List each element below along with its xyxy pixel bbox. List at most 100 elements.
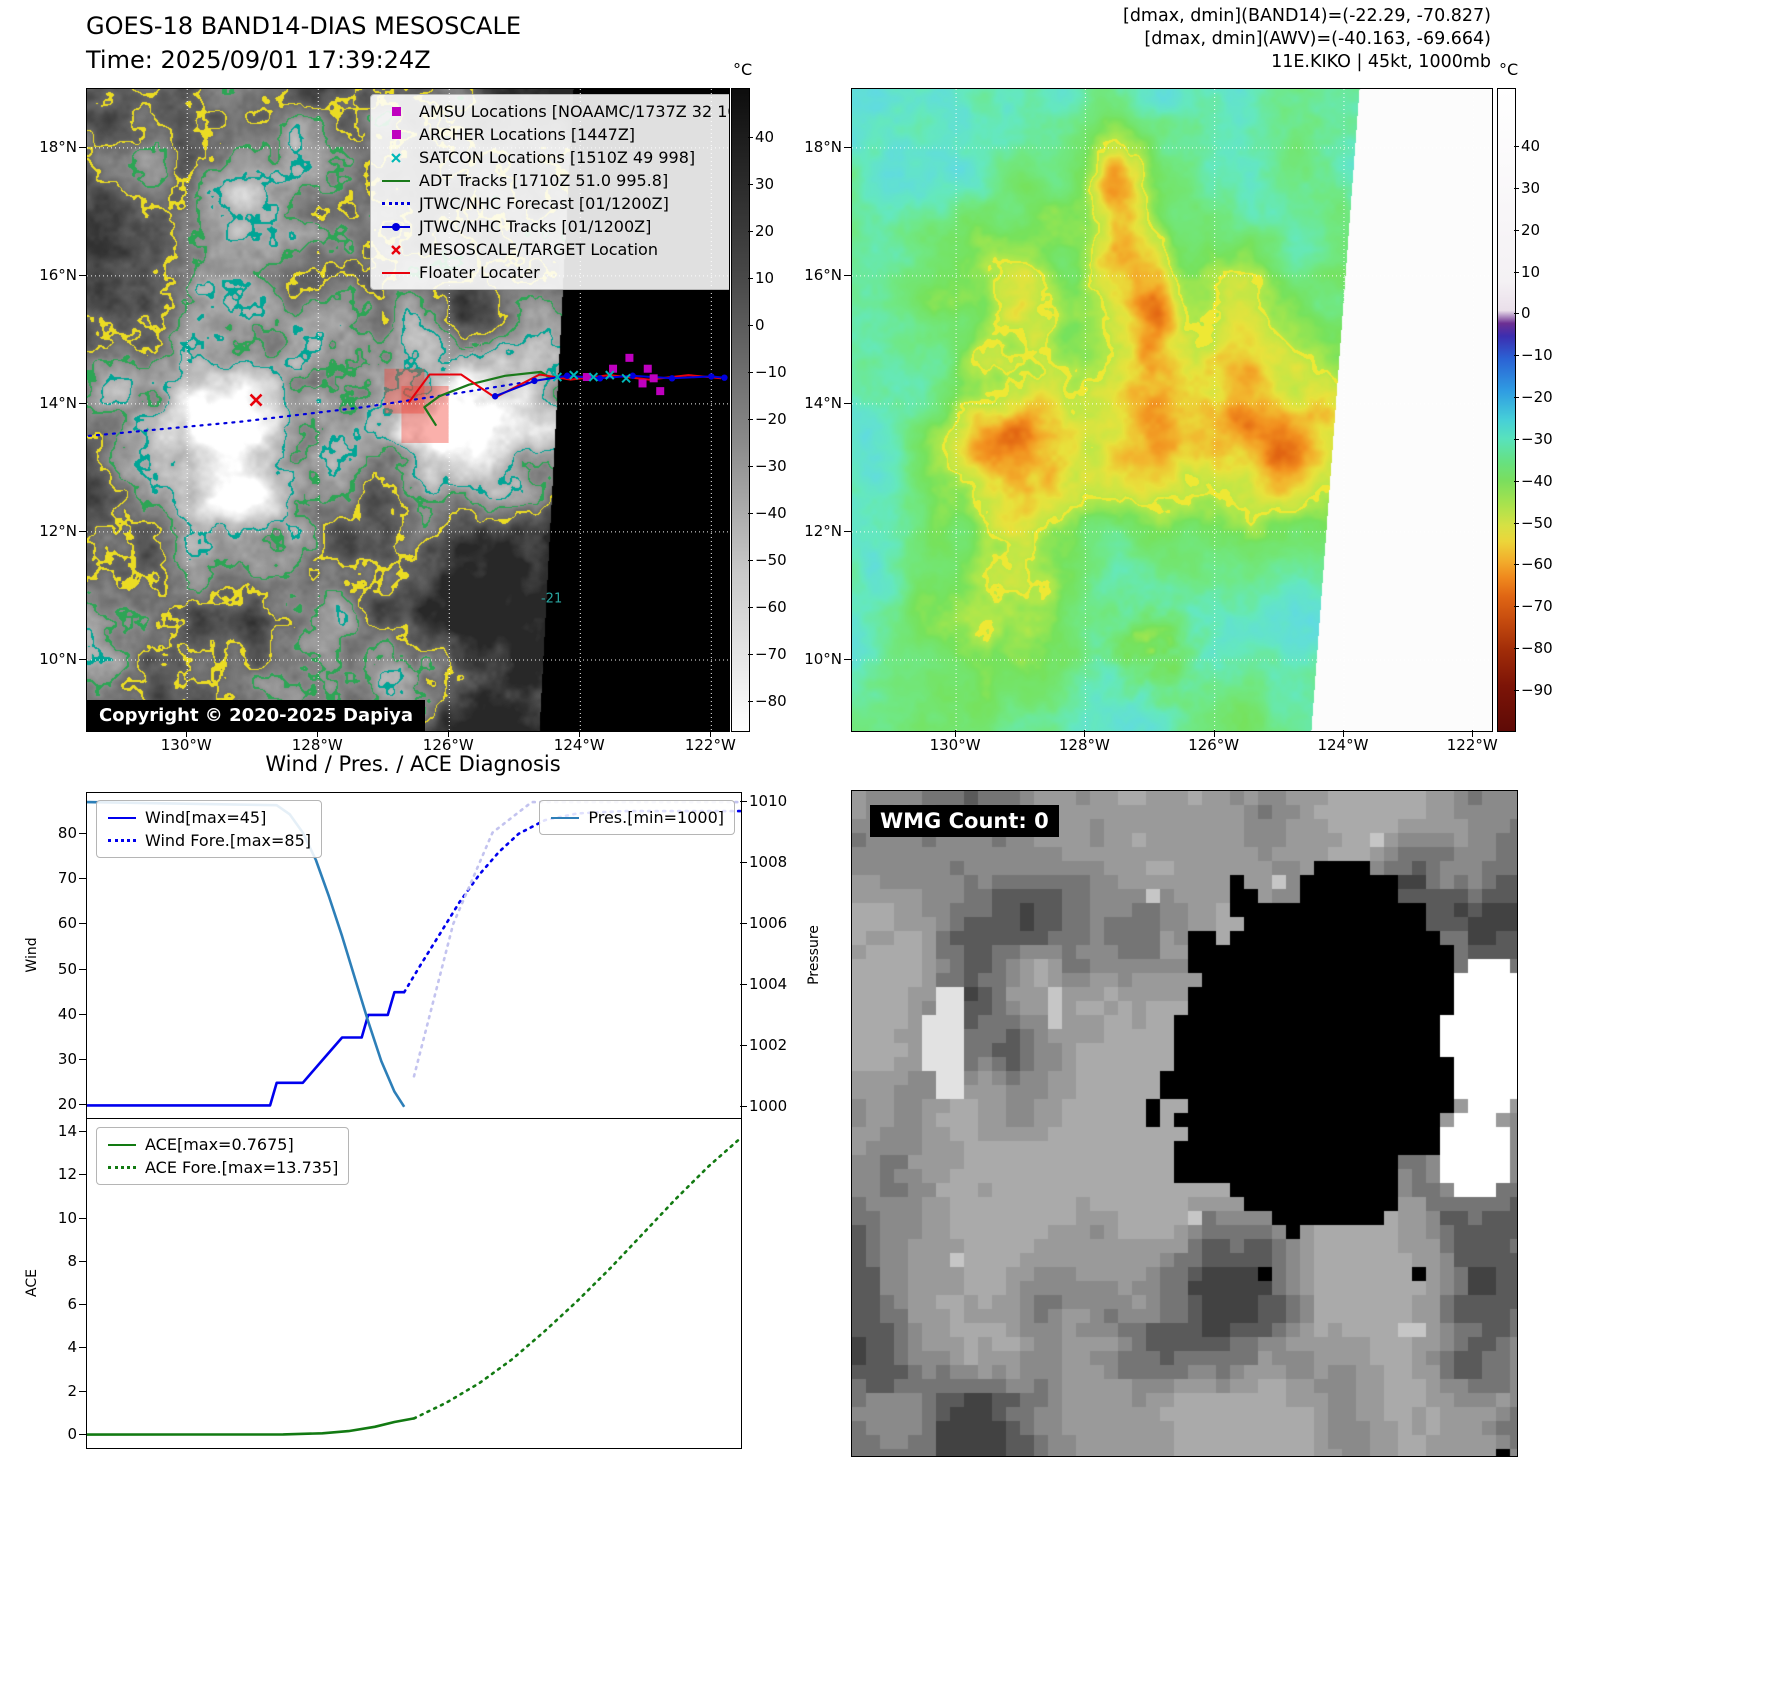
- tick-mark: [79, 1304, 86, 1306]
- y-tick-label: 6: [67, 1294, 77, 1313]
- lon-tick-label: 128°W: [291, 736, 343, 754]
- tick-mark: [79, 1104, 86, 1106]
- tick-mark: [748, 418, 753, 420]
- colorbar-tick-label: 0: [755, 315, 765, 334]
- colorbar-tick-label: 30: [1521, 178, 1541, 197]
- colorbar-tick-label: −90: [1521, 680, 1553, 699]
- tick-mark: [844, 146, 851, 148]
- wmg-map-panel: WMG Count: 0: [851, 790, 1518, 1457]
- tick-mark: [1514, 187, 1519, 189]
- ace-series: [87, 1136, 741, 1436]
- tick-mark: [740, 862, 747, 864]
- tick-mark: [79, 658, 86, 660]
- tick-mark: [1213, 730, 1215, 737]
- tick-mark: [740, 1105, 747, 1107]
- tick-mark: [1514, 606, 1519, 608]
- colorbar-tick-label: −30: [1521, 429, 1553, 448]
- tick-mark: [740, 1044, 747, 1046]
- series-ACE[max=0.7675]: [87, 1417, 415, 1436]
- lat-tick-label: 10°N: [39, 649, 77, 668]
- tick-mark: [1514, 313, 1519, 315]
- colorbar-tick-label: 40: [1521, 136, 1541, 155]
- tick-mark: [1514, 564, 1519, 566]
- tick-mark: [1514, 146, 1519, 148]
- wind-pressure-chart: Wind[max=45] Wind Fore.[max=85] Pres.[mi…: [86, 792, 742, 1120]
- tick-mark: [79, 878, 86, 880]
- tick-mark: [1514, 689, 1519, 691]
- tick-mark: [955, 730, 957, 737]
- legend-item-wind: Wind[max=45]: [107, 807, 311, 828]
- wind-legend: Wind[max=45] Wind Fore.[max=85]: [96, 800, 322, 858]
- y-tick-label: 12: [57, 1165, 77, 1184]
- legend-item-pres: Pres.[min=1000]: [550, 807, 724, 828]
- awv-colorbar: [1497, 88, 1516, 732]
- y2-tick-label: 1010: [749, 791, 788, 810]
- diagnosis-title: Wind / Pres. / ACE Diagnosis: [265, 752, 561, 776]
- adt-track: [423, 370, 552, 427]
- tick-mark: [79, 274, 86, 276]
- y-tick-label: 30: [57, 1049, 77, 1068]
- legend-label: ACE Fore.[max=13.735]: [145, 1158, 339, 1177]
- pressure-line-icon: [550, 809, 580, 827]
- storm-id-info: 11E.KIKO | 45kt, 1000mb: [1271, 52, 1491, 72]
- y2-tick-label: 1004: [749, 974, 788, 993]
- tick-mark: [1514, 355, 1519, 357]
- target-x-marker-icon: [381, 241, 411, 259]
- jtwc-forecast-track: [87, 378, 543, 437]
- lon-tick-label: 124°W: [1317, 736, 1369, 754]
- satcon-x-marker-icon: [381, 149, 411, 167]
- tick-mark: [79, 832, 86, 834]
- jtwc-track-points: [491, 372, 728, 400]
- tick-mark: [79, 1013, 86, 1015]
- colorbar-tick-label: −50: [755, 550, 787, 569]
- y-tick-label: 80: [57, 823, 77, 842]
- lon-tick-label: 122°W: [684, 736, 736, 754]
- awv-map-panel: [851, 88, 1493, 732]
- tick-mark: [740, 983, 747, 985]
- adt-line-icon: [381, 172, 411, 190]
- dmax-dmin-band14-info: [dmax, dmin](BAND14)=(-22.29, -70.827): [1123, 6, 1491, 26]
- lat-tick-label: 12°N: [804, 521, 842, 540]
- colorbar-tick-label: −20: [1521, 387, 1553, 406]
- tick-mark: [1514, 229, 1519, 231]
- lon-tick-label: 124°W: [553, 736, 605, 754]
- legend-item-archer: ARCHER Locations [1447Z]: [381, 124, 729, 145]
- copyright-label: Copyright © 2020-2025 Dapiya: [87, 700, 426, 731]
- amsu-markers: [582, 353, 665, 396]
- target-patches: [384, 368, 449, 443]
- legend-label: Wind[max=45]: [145, 808, 267, 827]
- colorbar-tick-label: −30: [755, 456, 787, 475]
- legend-item-target: MESOSCALE/TARGET Location: [381, 239, 729, 260]
- tick-mark: [1084, 730, 1086, 737]
- band14-colorbar-unit: °C: [733, 60, 753, 79]
- tick-mark: [844, 530, 851, 532]
- y-tick-label: 8: [67, 1251, 77, 1270]
- contour-label: -54: [463, 341, 484, 356]
- tick-mark: [748, 700, 753, 702]
- tick-mark: [748, 559, 753, 561]
- dmax-dmin-awv-info: [dmax, dmin](AWV)=(-40.163, -69.664): [1144, 29, 1491, 49]
- tick-mark: [579, 730, 581, 737]
- contour-label: -21: [541, 591, 562, 606]
- colorbar-tick-label: −10: [1521, 346, 1553, 364]
- tick-mark: [748, 371, 753, 373]
- jtwc-track: [494, 374, 725, 398]
- legend-label: ACE[max=0.7675]: [145, 1135, 294, 1154]
- y2-tick-label: 1008: [749, 852, 788, 871]
- legend-label: ADT Tracks [1710Z 51.0 995.8]: [419, 171, 669, 190]
- pressure-axis-label: Pressure: [806, 925, 822, 985]
- y-tick-label: 70: [57, 868, 77, 887]
- lat-tick-label: 14°N: [39, 393, 77, 412]
- band14-colorbar: [731, 88, 750, 732]
- legend-item-ace: ACE[max=0.7675]: [107, 1134, 338, 1155]
- tick-mark: [79, 923, 86, 925]
- series-Pres. Fore.: [412, 800, 741, 1078]
- amsu-square-marker-icon: [381, 103, 411, 121]
- tick-mark: [1514, 438, 1519, 440]
- tick-mark: [1514, 648, 1519, 650]
- lat-tick-label: 10°N: [804, 649, 842, 668]
- legend-item-amsu: AMSU Locations [NOAAMC/1737Z 32 1006]: [381, 101, 729, 122]
- jtwc-track-line-icon: [381, 218, 411, 236]
- legend-label: ARCHER Locations [1447Z]: [419, 125, 636, 144]
- tick-mark: [740, 801, 747, 803]
